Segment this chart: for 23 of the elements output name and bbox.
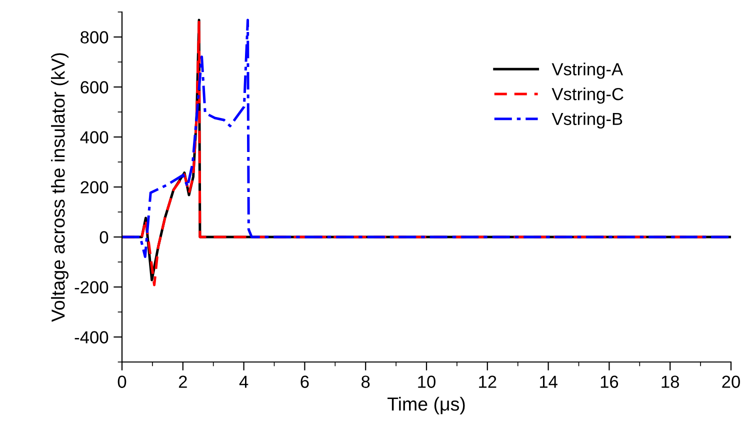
x-tick-label: 14 — [540, 376, 558, 388]
y-axis-title: Voltage across the insulator (kV) — [51, 53, 69, 322]
x-tick-label: 0 — [118, 376, 126, 388]
x-tick-label: 4 — [239, 376, 248, 388]
y-tick-label: 400 — [80, 131, 108, 144]
x-axis-title: Time (μs) — [388, 396, 465, 414]
legend-label: Vstring-A — [552, 62, 624, 79]
y-tick-label: 200 — [80, 181, 108, 194]
y-tick-label: -400 — [74, 331, 108, 344]
x-tick-label: 6 — [300, 376, 309, 388]
x-tick-label: 2 — [178, 376, 187, 388]
y-tick-label: 600 — [80, 81, 108, 94]
x-tick-label: 20 — [722, 376, 740, 388]
y-tick-label: -200 — [74, 281, 108, 294]
x-tick-label: 12 — [479, 376, 496, 388]
x-tick-label: 16 — [600, 376, 618, 388]
legend-label: Vstring-B — [552, 112, 622, 129]
x-tick-label: 10 — [418, 376, 436, 388]
x-tick-label: 18 — [662, 376, 679, 388]
y-tick-label: 0 — [100, 231, 108, 244]
legend-label: Vstring-C — [552, 87, 624, 104]
x-tick-label: 8 — [362, 376, 370, 388]
y-tick-label: 800 — [80, 31, 108, 44]
